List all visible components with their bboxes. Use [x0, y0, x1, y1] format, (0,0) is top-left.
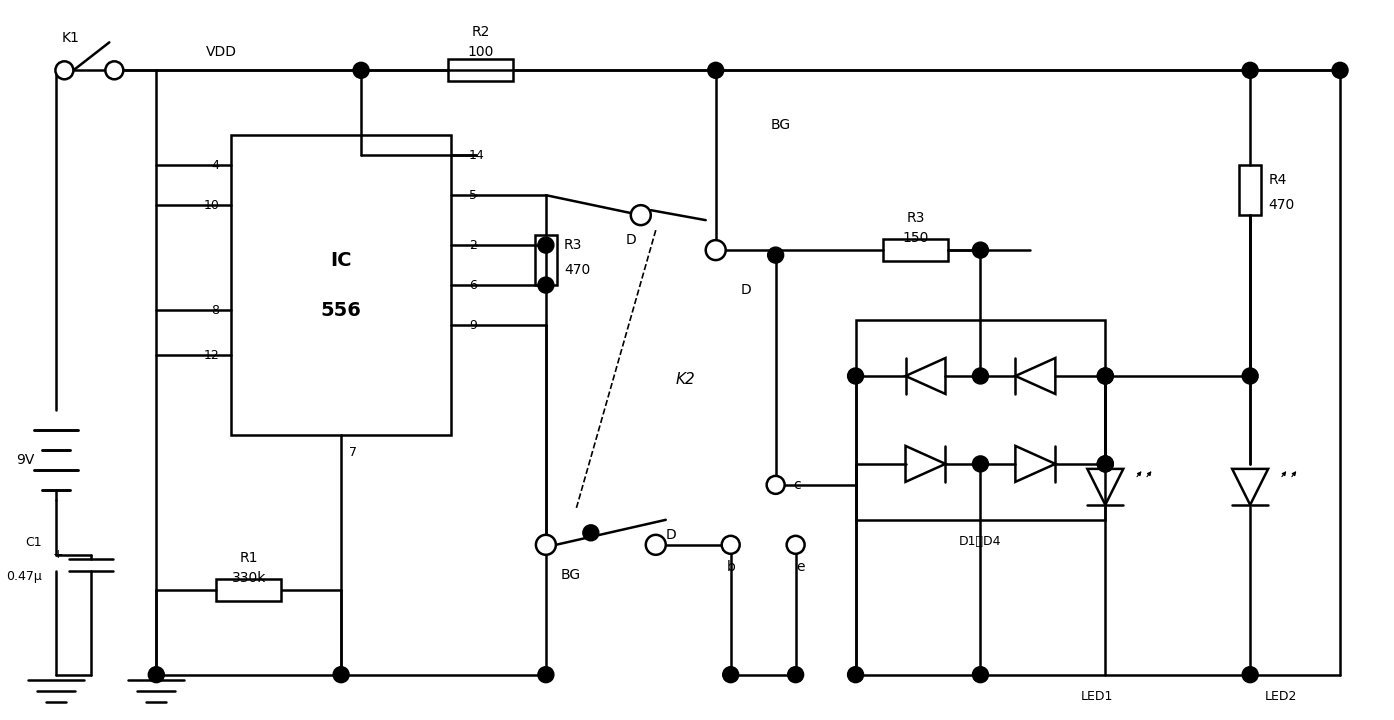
Text: 0.47μ: 0.47μ [6, 570, 42, 583]
Circle shape [1242, 667, 1259, 683]
Circle shape [538, 237, 553, 253]
Circle shape [645, 535, 666, 555]
Circle shape [705, 240, 726, 260]
Text: 2: 2 [468, 238, 477, 251]
Text: 150: 150 [902, 231, 928, 245]
Circle shape [1242, 63, 1259, 78]
Circle shape [56, 61, 74, 79]
Circle shape [1097, 368, 1114, 384]
Circle shape [786, 536, 804, 554]
Circle shape [722, 667, 739, 683]
Text: 330k: 330k [231, 571, 266, 585]
Bar [856, 320, 1105, 520]
Circle shape [106, 61, 123, 79]
Circle shape [583, 525, 599, 541]
Text: C1: C1 [25, 536, 42, 549]
Text: b: b [726, 559, 735, 574]
Text: D1～D4: D1～D4 [959, 535, 1002, 549]
Text: R3: R3 [906, 211, 924, 225]
Text: R2: R2 [471, 25, 491, 40]
Bar [231, 135, 452, 435]
Circle shape [722, 536, 740, 554]
Text: e: e [796, 559, 804, 574]
Text: R3: R3 [565, 238, 583, 252]
Circle shape [1242, 368, 1259, 384]
Text: LED1: LED1 [1082, 690, 1114, 703]
Text: BG: BG [560, 568, 581, 582]
Text: 4: 4 [212, 158, 219, 171]
Text: 6: 6 [468, 279, 477, 292]
Circle shape [538, 667, 553, 683]
Text: VDD: VDD [206, 45, 237, 59]
Text: 9V: 9V [17, 453, 35, 467]
Circle shape [538, 277, 553, 293]
Circle shape [1333, 63, 1348, 78]
Text: 100: 100 [468, 45, 493, 59]
Circle shape [788, 667, 803, 683]
Text: c: c [793, 478, 802, 492]
Circle shape [973, 456, 988, 472]
Circle shape [848, 368, 863, 384]
Text: +: + [53, 549, 63, 562]
Bar [216, 579, 282, 600]
Circle shape [1097, 456, 1114, 472]
Text: IC: IC [330, 251, 351, 269]
Circle shape [631, 205, 651, 225]
Text: 470: 470 [565, 263, 590, 277]
Circle shape [333, 667, 348, 683]
Text: R4: R4 [1269, 174, 1287, 187]
Text: 10: 10 [204, 199, 219, 212]
Text: 14: 14 [468, 149, 485, 162]
Bar [882, 239, 948, 261]
Text: K2: K2 [676, 372, 696, 387]
Circle shape [1097, 456, 1114, 472]
Text: K1: K1 [61, 32, 79, 45]
Circle shape [353, 63, 369, 78]
Circle shape [535, 535, 556, 555]
Circle shape [148, 667, 164, 683]
Text: LED2: LED2 [1266, 690, 1298, 703]
Text: BG: BG [771, 118, 790, 132]
Bar [449, 59, 513, 81]
Text: 7: 7 [348, 446, 357, 459]
Circle shape [848, 667, 863, 683]
Bar [1239, 165, 1262, 215]
Circle shape [1097, 368, 1114, 384]
Text: R1: R1 [240, 551, 258, 564]
Circle shape [708, 63, 723, 78]
Circle shape [767, 476, 785, 494]
Text: 556: 556 [321, 300, 361, 320]
Circle shape [973, 667, 988, 683]
Text: D: D [626, 233, 636, 247]
Text: 9: 9 [468, 318, 477, 331]
Text: 12: 12 [204, 348, 219, 361]
Circle shape [973, 242, 988, 258]
Bar [535, 235, 556, 285]
Text: D: D [666, 528, 676, 542]
Text: 470: 470 [1269, 198, 1295, 212]
Circle shape [973, 368, 988, 384]
Text: 5: 5 [468, 189, 477, 202]
Text: D: D [740, 283, 751, 297]
Circle shape [768, 247, 783, 263]
Text: 8: 8 [212, 304, 219, 317]
